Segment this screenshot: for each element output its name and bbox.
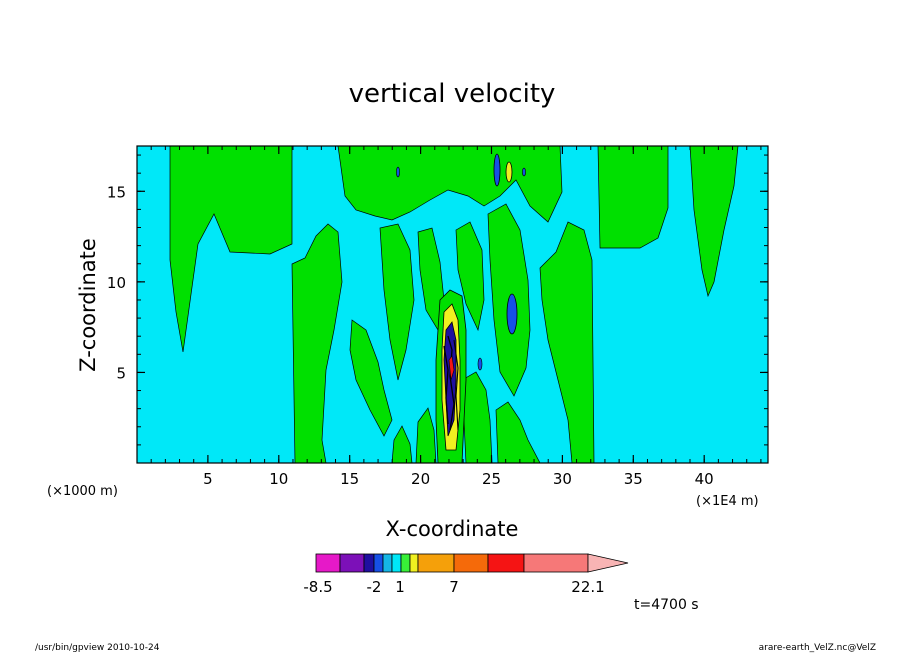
colorbar-extend-arrow — [587, 553, 629, 573]
axis-ticks: 5 10 15 20 25 30 35 40 5 10 15 — [107, 146, 768, 488]
contour-positive-right — [597, 146, 669, 249]
contour-negative-cell-1 — [506, 293, 518, 335]
x-tick-label: 15 — [340, 470, 359, 488]
colorbar-segment — [382, 553, 393, 573]
contour-core-black-3 — [453, 339, 459, 431]
contour-positive-col-i — [495, 401, 541, 463]
contour-negative-cell-3 — [396, 166, 400, 178]
x-unit-label: (×1E4 m) — [696, 494, 759, 509]
colorbar-label: 7 — [449, 578, 459, 596]
colorbar-label: -8.5 — [303, 578, 332, 596]
x-axis-label: X-coordinate — [386, 517, 519, 541]
contour-negative-cell-4 — [477, 357, 483, 371]
footer-left: /usr/bin/gpview 2010-10-24 — [35, 643, 160, 653]
plot-frame — [136, 145, 769, 464]
colorbar-label: -2 — [367, 578, 382, 596]
colorbar-label: 22.1 — [571, 578, 604, 596]
x-tick-label: 40 — [695, 470, 714, 488]
colorbar-segment — [523, 553, 589, 573]
y-unit-label: (×1000 m) — [47, 484, 118, 499]
colorbar-segment — [391, 553, 402, 573]
x-tick-label: 5 — [203, 470, 213, 488]
contour-positive-col-e — [455, 221, 485, 332]
colorbar-segment — [373, 553, 384, 573]
colorbar-segment — [453, 553, 489, 573]
colorbar-segment — [363, 553, 375, 573]
colorbar-segment — [487, 553, 525, 573]
colorbar-segment — [315, 553, 341, 573]
contour-positive-far-right — [689, 146, 739, 298]
colorbar-segment — [400, 553, 411, 573]
colorbar-segment — [409, 553, 419, 573]
contour-negative-cell-2 — [493, 153, 501, 187]
colorbar-label: 1 — [395, 578, 405, 596]
y-tick-label: 15 — [107, 183, 126, 201]
contour-core-black-1 — [447, 335, 455, 431]
contour-positive-col-h — [461, 371, 493, 463]
contour-positive-col-b — [349, 319, 393, 437]
contour-positive-left — [169, 146, 293, 353]
contour-negative-cell-5 — [522, 167, 526, 177]
x-tick-label: 25 — [482, 470, 501, 488]
y-tick-label: 5 — [116, 364, 126, 382]
contour-positive-col-g — [539, 221, 595, 463]
contour-core-red — [448, 355, 455, 381]
x-tick-label: 20 — [411, 470, 430, 488]
footer-right: arare-earth_VelZ.nc@VelZ — [759, 643, 876, 653]
y-axis-label: Z-coordinate — [76, 238, 100, 372]
x-tick-label: 30 — [553, 470, 572, 488]
time-stamp: t=4700 s — [634, 597, 699, 613]
contour-positive-cell-1 — [505, 161, 513, 183]
x-tick-label: 10 — [269, 470, 288, 488]
colorbar: -8.5 -2 1 7 22.1 — [303, 553, 629, 596]
y-tick-label: 10 — [107, 274, 126, 292]
x-tick-label: 35 — [624, 470, 643, 488]
contour-core-black-2 — [443, 345, 449, 425]
contour-positive-col-c — [379, 223, 415, 381]
colorbar-segment — [417, 553, 455, 573]
contour-field — [137, 146, 768, 463]
contour-positive-col-a — [291, 223, 343, 463]
contour-positive-top-center — [337, 146, 563, 223]
colorbar-segment — [339, 553, 365, 573]
contour-positive-col-k — [415, 407, 437, 463]
chart-title: vertical velocity — [349, 79, 556, 109]
